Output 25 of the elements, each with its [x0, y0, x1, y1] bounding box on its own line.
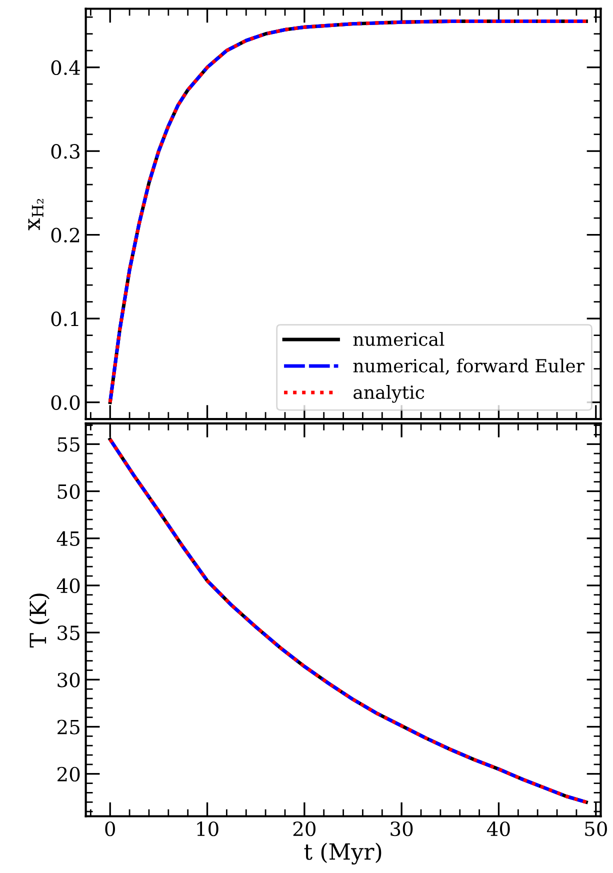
legend-label: analytic: [354, 385, 424, 403]
legend-label: numerical, forward Euler: [353, 358, 584, 375]
y-tick-label: 35: [58, 626, 80, 640]
y-tick-label: 25: [58, 720, 80, 734]
y-tick-label: 0.1: [51, 312, 78, 326]
y-tick-label: 0.4: [51, 60, 80, 76]
x-axis-title: t (Myr): [304, 842, 382, 865]
y-tick-label: 45: [56, 531, 80, 546]
y-tick-label: 55: [58, 437, 80, 452]
y-axis-title: T (K): [29, 594, 50, 648]
x-tick-label: 30: [390, 821, 413, 836]
y-tick-label: 0.2: [51, 228, 80, 242]
x-tick-label: 10: [197, 821, 218, 836]
legend-label: numerical: [353, 332, 444, 346]
x-tick-label: 50: [585, 821, 607, 836]
y-axis-title: x$_{H₂}$: [28, 198, 44, 230]
x-tick-label: 0: [105, 821, 116, 836]
y-tick-label: 40: [56, 578, 80, 594]
y-tick-label: 50: [58, 484, 80, 499]
x-tick-label: 40: [486, 821, 510, 836]
y-tick-label: 0.3: [51, 144, 80, 159]
y-tick-label: 30: [58, 672, 80, 688]
y-tick-label: 20: [58, 766, 80, 782]
x-tick-label: 20: [293, 821, 316, 836]
y-tick-label: 0.0: [51, 395, 80, 410]
